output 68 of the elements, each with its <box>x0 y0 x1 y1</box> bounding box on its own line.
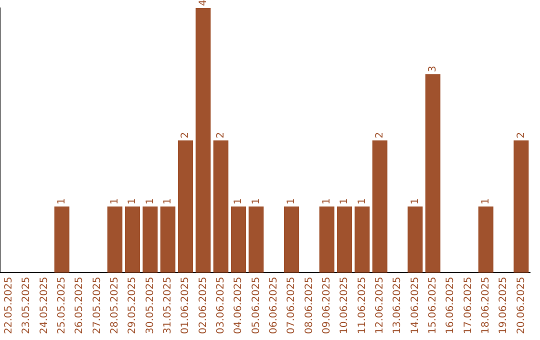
data-label: 1 <box>480 198 492 205</box>
bar <box>248 206 264 273</box>
data-label: 1 <box>339 198 350 205</box>
bar <box>425 74 440 273</box>
data-label: 1 <box>356 198 368 205</box>
bar <box>196 8 211 273</box>
bar <box>124 206 140 273</box>
x-tick-label: 19.06.2025 <box>498 276 510 334</box>
data-label: 1 <box>56 198 68 205</box>
x-tick-label: 14.06.2025 <box>410 276 421 334</box>
bar <box>160 206 176 273</box>
data-label: 1 <box>410 198 421 205</box>
x-tick-label: 22.05.2025 <box>3 276 14 334</box>
x-tick-label: 13.06.2025 <box>392 276 404 334</box>
bar <box>178 140 194 273</box>
data-label: 1 <box>162 198 174 205</box>
x-tick-label: 31.05.2025 <box>162 276 174 334</box>
bar <box>336 206 352 273</box>
data-label: 1 <box>127 198 138 205</box>
x-tick-label: 03.06.2025 <box>215 276 226 334</box>
data-label: 3 <box>427 66 438 72</box>
x-tick-label: 28.05.2025 <box>109 276 120 334</box>
x-tick-label: 09.06.2025 <box>321 276 332 334</box>
x-tick-label: 07.06.2025 <box>286 276 298 334</box>
data-label: 1 <box>109 198 120 205</box>
x-tick-label: 04.06.2025 <box>233 276 244 334</box>
x-tick-label: 15.06.2025 <box>427 276 438 334</box>
data-label: 2 <box>516 132 527 138</box>
data-label: 2 <box>180 132 192 138</box>
data-label: 1 <box>233 198 244 205</box>
x-tick-label: 17.06.2025 <box>462 276 474 334</box>
x-tick-label: 11.06.2025 <box>356 276 368 334</box>
bar <box>408 206 423 273</box>
x-tick-label: 06.06.2025 <box>268 276 280 334</box>
x-tick-label: 08.06.2025 <box>304 276 315 334</box>
bar <box>319 206 334 273</box>
data-label: 1 <box>286 198 298 205</box>
x-tick-label: 30.05.2025 <box>144 276 156 334</box>
data-label: 1 <box>144 198 156 205</box>
bar <box>514 140 529 273</box>
bar <box>478 206 494 273</box>
x-tick-label: 05.06.2025 <box>250 276 262 334</box>
x-tick-label: 16.06.2025 <box>445 276 456 334</box>
x-tick-label: 01.06.2025 <box>180 276 192 334</box>
x-tick-label: 27.05.2025 <box>92 276 103 334</box>
bar <box>213 140 228 273</box>
x-tick-label: 29.05.2025 <box>127 276 138 334</box>
bar <box>230 206 246 273</box>
bar <box>284 206 300 273</box>
x-tick-label: 02.06.2025 <box>198 276 209 334</box>
data-label: 2 <box>374 132 386 138</box>
x-tick-label: 10.06.2025 <box>339 276 350 334</box>
data-label: 1 <box>321 198 332 205</box>
bar <box>354 206 370 273</box>
x-tick-label: 18.06.2025 <box>480 276 492 334</box>
data-label: 1 <box>250 198 262 205</box>
x-tick-label: 12.06.2025 <box>374 276 386 334</box>
x-tick-label: 23.05.2025 <box>21 276 32 334</box>
x-tick-label: 25.05.2025 <box>56 276 68 334</box>
x-tick-label: 26.05.2025 <box>74 276 86 334</box>
bar <box>142 206 158 273</box>
x-tick-label: 24.05.2025 <box>38 276 50 334</box>
bar <box>372 140 388 273</box>
bar <box>54 206 70 273</box>
data-label: 4 <box>198 0 209 6</box>
data-label: 2 <box>215 132 226 138</box>
x-tick-label: 20.06.2025 <box>516 276 527 334</box>
bar <box>107 206 122 273</box>
